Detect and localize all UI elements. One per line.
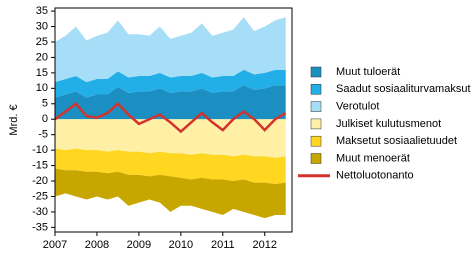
y-tick-label: -25 — [32, 190, 48, 202]
area — [55, 17, 286, 83]
legend-label: Nettoluotonanto — [336, 170, 414, 182]
y-tick-label: -35 — [32, 221, 48, 233]
legend-swatch — [310, 66, 322, 78]
y-tick-label: 25 — [36, 36, 48, 48]
line — [54, 102, 287, 134]
legend-swatch — [310, 84, 322, 95]
x-tick-label: 2009 — [127, 239, 151, 251]
area — [55, 119, 286, 158]
area — [55, 69, 286, 98]
y-tick-label: 20 — [36, 51, 48, 63]
y-tick-label: 15 — [36, 67, 48, 79]
y-tick-label: 30 — [36, 20, 48, 32]
legend-swatch — [310, 135, 322, 147]
y-tick-label: -30 — [32, 206, 48, 218]
y-tick-label: -10 — [32, 144, 48, 156]
x-tick-label: 2010 — [169, 239, 193, 251]
y-tick-label: 10 — [36, 82, 48, 94]
x-tick-label: 2011 — [211, 239, 235, 251]
y-tick-label: -5 — [38, 129, 48, 141]
legend-label: Maksetut sosiaalietuudet — [336, 135, 457, 147]
legend-label: Julkiset kulutusmenot — [336, 118, 441, 130]
x-tick-label: 2008 — [85, 239, 109, 251]
legend-label: Muut menoerät — [336, 152, 410, 164]
y-tick-label: 0 — [42, 113, 48, 125]
legend-label: Muut tuloerät — [336, 66, 400, 78]
y-axis-label: Mrd. € — [8, 104, 20, 135]
y-tick-label: 35 — [36, 5, 48, 17]
y-tick-label: -20 — [32, 175, 48, 187]
legend-swatch — [310, 153, 322, 164]
x-tick-label: 2007 — [43, 239, 67, 251]
area — [55, 85, 286, 120]
legend-label: Saadut sosiaaliturvamaksut — [336, 83, 471, 95]
area — [55, 168, 286, 219]
x-tick-label: 2012 — [252, 239, 276, 251]
y-tick-label: 5 — [42, 98, 48, 110]
legend-swatch — [310, 101, 322, 112]
area — [55, 148, 286, 185]
y-tick-label: -15 — [32, 159, 48, 171]
plot-frame — [54, 7, 293, 233]
legend-swatch — [310, 118, 322, 130]
legend-label: Verotulot — [336, 101, 379, 113]
